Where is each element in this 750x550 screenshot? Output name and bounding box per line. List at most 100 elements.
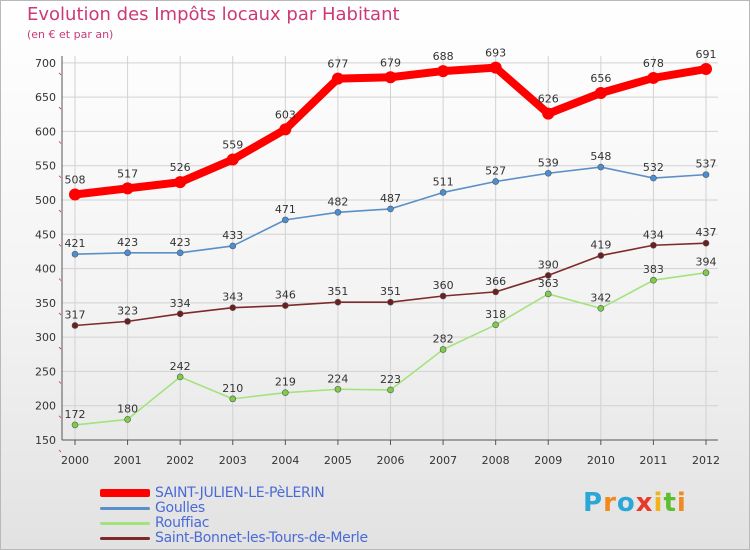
data-point xyxy=(69,188,81,201)
y-tick-label: 550 xyxy=(35,160,56,173)
logo-letter: o xyxy=(616,488,636,518)
y-minor-tick xyxy=(58,175,62,179)
data-point xyxy=(489,61,502,74)
data-point xyxy=(544,169,552,177)
data-label: 419 xyxy=(590,239,611,252)
y-tick-label: 500 xyxy=(35,194,56,207)
data-point xyxy=(597,252,605,259)
y-tick-label: 350 xyxy=(35,297,56,310)
data-point xyxy=(492,321,499,329)
data-point xyxy=(387,298,394,306)
data-label: 548 xyxy=(590,150,611,163)
x-tick-label: 2011 xyxy=(639,454,667,467)
legend-label-rouffiac: Rouffiac xyxy=(155,515,210,531)
data-label: 317 xyxy=(65,308,86,321)
logo-letter: t xyxy=(663,488,677,518)
x-tick-label: 2003 xyxy=(219,454,247,467)
y-tick-label: 150 xyxy=(35,434,56,447)
y-tick-label: 300 xyxy=(35,331,56,344)
legend-item-saint-bonnet: Saint-Bonnet-les-Tours-de-Merle xyxy=(100,530,368,546)
y-minor-tick xyxy=(58,415,62,419)
y-tick-label: 650 xyxy=(35,91,56,104)
data-label: 363 xyxy=(538,277,559,290)
data-label: 210 xyxy=(222,382,243,395)
y-tick-label: 250 xyxy=(35,365,56,378)
data-point xyxy=(229,242,237,250)
data-label: 366 xyxy=(485,275,506,288)
y-minor-tick xyxy=(58,243,62,247)
data-label: 526 xyxy=(170,161,191,174)
chart-title: Evolution des Impôts locaux par Habitant xyxy=(27,4,400,25)
data-point xyxy=(597,163,605,171)
data-point xyxy=(176,249,184,257)
y-tick-label: 200 xyxy=(35,400,56,413)
data-label: 343 xyxy=(222,291,243,304)
data-point xyxy=(439,292,447,300)
logo-letter: x xyxy=(635,488,654,518)
legend-label-saint-bonnet: Saint-Bonnet-les-Tours-de-Merle xyxy=(155,530,368,546)
data-label: 318 xyxy=(485,308,506,321)
data-point xyxy=(334,209,342,216)
data-point xyxy=(229,304,237,311)
y-tick-label: 400 xyxy=(35,263,56,276)
data-point xyxy=(387,386,394,394)
y-minor-tick xyxy=(58,72,62,76)
data-label: 437 xyxy=(696,226,717,239)
data-label: 656 xyxy=(590,72,611,85)
y-tick-label: 450 xyxy=(35,228,56,241)
data-label: 508 xyxy=(65,174,86,187)
data-label: 351 xyxy=(327,285,348,298)
data-label: 603 xyxy=(275,108,296,121)
y-minor-tick xyxy=(58,106,62,110)
data-point xyxy=(334,385,342,393)
x-tick-label: 2009 xyxy=(534,454,562,467)
y-minor-tick xyxy=(58,381,62,384)
data-point xyxy=(702,171,710,178)
x-tick-label: 2010 xyxy=(587,454,615,467)
data-point xyxy=(702,239,710,247)
legend-item-rouffiac: Rouffiac xyxy=(100,515,209,531)
data-point xyxy=(542,107,555,120)
data-point xyxy=(226,153,239,166)
legend-swatch-saint-julien xyxy=(100,489,150,497)
data-label: 342 xyxy=(590,291,611,304)
data-label: 323 xyxy=(117,304,138,317)
y-minor-tick xyxy=(58,346,62,350)
data-label: 532 xyxy=(643,161,664,174)
data-point xyxy=(439,189,447,196)
data-label: 559 xyxy=(222,139,243,152)
data-label: 678 xyxy=(643,57,664,70)
data-label: 471 xyxy=(275,203,296,216)
data-point xyxy=(387,205,394,213)
data-label: 511 xyxy=(433,175,454,188)
data-label: 679 xyxy=(380,56,401,69)
data-point xyxy=(282,302,289,309)
legend-swatch-rouffiac xyxy=(100,521,150,525)
data-point xyxy=(544,272,552,279)
data-point xyxy=(597,305,605,312)
data-label: 482 xyxy=(327,195,348,208)
data-point xyxy=(700,63,712,76)
data-point xyxy=(384,71,397,84)
data-label: 383 xyxy=(643,263,664,276)
data-point xyxy=(594,87,607,100)
x-tick-label: 2000 xyxy=(61,454,89,467)
legend-label-saint-julien: SAINT-JULIEN-LE-PèLERIN xyxy=(155,485,325,501)
chart-subtitle: (en € et par an) xyxy=(27,28,114,41)
data-point xyxy=(282,216,289,224)
data-point xyxy=(650,174,657,182)
data-label: 224 xyxy=(327,372,348,385)
data-label: 537 xyxy=(696,158,717,171)
data-label: 487 xyxy=(380,192,401,205)
data-label: 691 xyxy=(696,48,717,61)
data-point xyxy=(437,65,450,78)
data-label: 677 xyxy=(327,58,348,71)
data-label: 539 xyxy=(538,156,559,169)
data-point xyxy=(647,71,660,84)
x-tick-label: 2001 xyxy=(114,454,142,467)
data-point xyxy=(124,416,131,423)
y-minor-tick xyxy=(58,209,62,213)
data-point xyxy=(334,298,342,306)
data-point xyxy=(124,318,131,325)
data-label: 626 xyxy=(538,93,559,106)
